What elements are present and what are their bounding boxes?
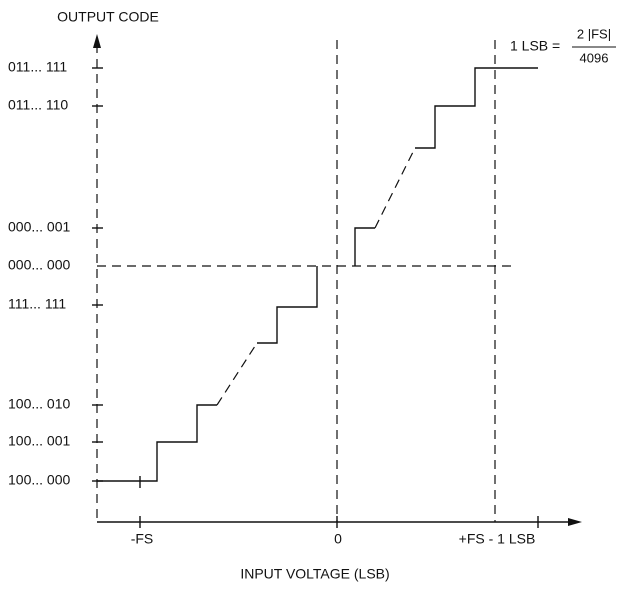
y-code: 111... 111 [8, 296, 66, 312]
formula-denominator: 4096 [580, 50, 609, 65]
x-axis-title: INPUT VOLTAGE (LSB) [240, 566, 389, 582]
x-label: -FS [131, 531, 154, 547]
y-code: 000... 001 [8, 219, 70, 235]
y-code: 100... 001 [8, 433, 70, 449]
formula-numerator: 2 |FS| [577, 26, 611, 41]
y-axis-title: OUTPUT CODE [57, 9, 159, 25]
x-label: 0 [334, 531, 342, 547]
formula-lhs: 1 LSB = [510, 38, 560, 54]
y-code: 011... 111 [8, 59, 67, 75]
background [0, 0, 628, 586]
y-code: 000... 000 [8, 257, 70, 273]
y-code: 100... 010 [8, 396, 70, 412]
y-code: 011... 110 [8, 97, 68, 113]
y-code: 100... 000 [8, 472, 70, 488]
transfer-diagram: OUTPUT CODE INPUT VOLTAGE (LSB) 011... 1… [0, 0, 628, 586]
x-label: +FS - 1 LSB [459, 531, 536, 547]
